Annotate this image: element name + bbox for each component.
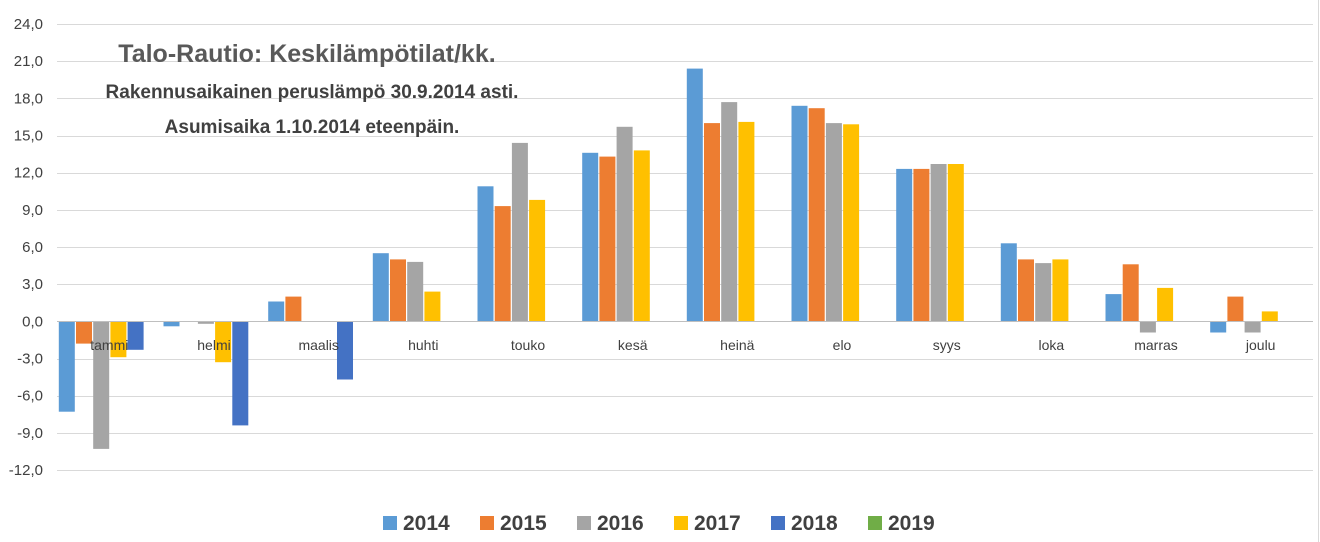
bar-2014-elo [791,105,808,322]
bar-2014-loka [1000,243,1017,322]
bar-2016-tammi [93,321,110,449]
bar-2014-huhti [372,253,389,322]
bar-2018-maalis [337,321,353,380]
legend-swatch-2016 [577,516,591,530]
category-label: kesä [618,337,648,353]
legend-swatch-2015 [480,516,494,530]
bar-2017-joulu [1261,311,1278,322]
bar-2016-marras [1139,321,1156,333]
bar-2017-tammi [110,321,127,358]
bar-2017-helmi [215,321,232,363]
category-label: heinä [720,337,754,353]
category-label: touko [511,337,545,353]
legend-label: 2014 [403,512,450,535]
legend-label: 2016 [597,512,644,535]
y-tick-label: 24,0 [14,16,43,33]
bar-2017-kesä [633,150,650,322]
category-label: elo [833,337,852,353]
bar-2014-helmi [163,321,180,327]
category-label: tammi [90,337,128,353]
bar-2014-maalis [268,301,285,322]
bar-2016-kesä [616,126,633,322]
bar-2016-elo [825,123,842,322]
bar-2015-huhti [390,259,406,322]
y-tick-label: -9,0 [17,425,43,442]
bar-2015-syys [913,168,930,322]
category-label: maalis [298,337,338,353]
bars [58,68,1278,449]
y-tick-label: -3,0 [17,351,43,368]
bar-2017-heinä [738,121,755,322]
y-tick-label: 0,0 [22,313,43,330]
bar-2017-marras [1157,287,1174,322]
bar-2015-kesä [599,156,616,322]
gridlines [57,24,1313,471]
bar-2014-heinä [686,68,703,322]
y-tick-label: 3,0 [22,276,43,293]
y-tick-label: 15,0 [14,128,43,145]
bar-2014-joulu [1210,321,1227,333]
bar-2015-tammi [76,321,92,344]
bar-2016-joulu [1244,321,1261,333]
legend-label: 2019 [888,512,935,535]
category-label: syys [933,337,961,353]
bar-2015-touko [494,206,511,322]
category-label: joulu [1245,337,1276,353]
bar-2015-marras [1122,264,1139,322]
chart-subtitle-line-1: Rakennusaikainen peruslämpö 30.9.2014 as… [106,82,519,103]
legend-label: 2018 [791,512,838,535]
bar-2016-touko [511,142,528,322]
y-tick-label: -6,0 [17,388,43,405]
bar-2016-loka [1035,263,1052,322]
legend-swatch-2017 [674,516,688,530]
bar-2015-joulu [1227,296,1244,322]
bar-2017-syys [947,164,964,322]
bar-2015-maalis [285,296,302,322]
legend-label: 2017 [694,512,741,535]
bar-2016-helmi [197,321,214,324]
legend-swatch-2019 [868,516,882,530]
bar-2018-helmi [232,321,249,426]
category-label: marras [1134,337,1178,353]
chart-title: Talo-Rautio: Keskilämpötilat/kk. [118,40,495,68]
bar-2018-tammi [127,321,144,350]
bar-2015-elo [808,108,825,322]
bar-2017-loka [1052,259,1069,322]
bar-2014-touko [477,186,494,322]
bar-2016-heinä [721,102,738,322]
legend-swatch-2018 [771,516,785,530]
y-tick-label: 21,0 [14,53,43,70]
category-labels: tammi helmi maalis huhti touko kesä heinä elo sy… [90,337,1275,353]
y-tick-label: -12,0 [9,462,43,479]
y-axis-tick-labels: -12,0 -9,0 -6,0 -3,0 0,0 3,0 6,0 9,0 12,0 15,0 18,… [9,16,43,479]
category-label: helmi [197,337,230,353]
bar-2017-touko [529,199,546,322]
bar-2017-huhti [424,291,441,322]
legend-swatch-2014 [383,516,397,530]
y-tick-label: 9,0 [22,202,43,219]
category-label: huhti [408,337,438,353]
bar-2014-marras [1105,294,1122,322]
bar-2017-elo [843,124,860,322]
bar-2015-heinä [704,123,720,322]
y-tick-label: 6,0 [22,239,43,256]
legend-label: 2015 [500,512,547,535]
bar-2014-kesä [582,152,599,322]
bar-2016-huhti [407,261,424,322]
bar-2014-tammi [58,321,75,412]
category-label: loka [1038,337,1064,353]
bar-2015-loka [1018,259,1034,322]
chart-subtitle-line-2: Asumisaika 1.10.2014 eteenpäin. [165,117,460,138]
y-tick-label: 18,0 [14,90,43,107]
bar-2016-syys [930,164,947,322]
y-tick-label: 12,0 [14,165,43,182]
bar-2014-syys [896,168,913,322]
legend: 2014 2015 2016 2017 2018 2019 [383,512,935,535]
